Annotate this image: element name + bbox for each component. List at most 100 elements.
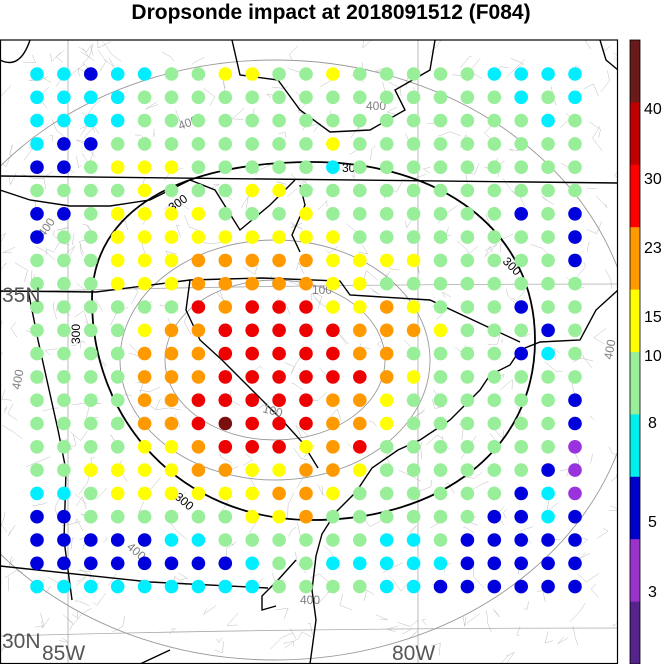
contour-label-300: 300 [69,324,83,344]
impact-dot-cyan [245,579,259,594]
impact-dot-lightgreen [379,440,394,454]
impact-dot-lightgreen [110,370,125,384]
impact-dot-yellow [353,300,367,314]
impact-dot-yellow [245,486,259,501]
impact-dot-orange [191,323,206,338]
county-line [104,57,115,68]
impact-dot-blue [568,533,582,547]
impact-dot-cyan [406,533,421,547]
impact-dot-lightgreen [137,300,152,314]
impact-dot-lightgreen [541,90,555,105]
impact-dot-yellow [218,230,233,244]
impact-dot-orange [272,486,286,501]
impact-dot-orange [137,416,152,431]
county-line [155,407,181,411]
impact-dot-orange [164,416,179,431]
impact-dot-lightgreen [30,323,44,338]
impact-dot-orange [218,300,233,314]
county-line [0,232,7,245]
impact-dot-lightgreen [487,113,502,128]
impact-dot-lightgreen [379,207,394,221]
county-line [243,263,259,275]
impact-dot-lightgreen [353,113,367,128]
impact-dot-lightgreen [406,90,421,105]
impact-dot-blue [84,67,98,81]
county-line [75,518,84,532]
county-line [284,628,297,649]
impact-dot-lightgreen [272,579,286,594]
impact-dot-orange [299,509,313,524]
county-line [269,632,294,650]
impact-dot-lightgreen [84,370,98,384]
county-line [614,170,618,178]
county-line [75,139,87,146]
impact-dot-lightgreen [460,440,475,454]
impact-dot-red [218,323,233,338]
impact-dot-yellow [164,440,179,454]
impact-dot-blue [191,556,206,571]
county-line [541,195,555,206]
county-line [441,291,451,298]
county-line [34,246,56,261]
impact-dot-lightgreen [84,183,98,198]
county-boundaries [0,40,618,664]
impact-dot-lightgreen [218,207,233,221]
impact-dot-orange [379,346,394,361]
impact-dot-lightgreen [137,509,152,524]
county-line [444,482,455,494]
impact-dot-lightgreen [460,486,475,501]
county-line [582,355,593,369]
county-line [212,184,220,188]
county-line [290,222,303,228]
county-line [7,403,18,421]
county-line [593,328,607,345]
county-line [283,640,294,647]
impact-dot-yellow [191,230,206,244]
county-line [74,600,90,606]
impact-dot-lightgreen [164,509,179,524]
county-line [80,51,94,62]
county-line [72,233,75,245]
county-line [203,605,217,615]
impact-dot-lightgreen [353,579,367,594]
impact-dot-lightgreen [326,183,340,198]
county-line [75,496,87,510]
impact-dot-red [218,370,233,384]
impact-dot-red [218,393,233,408]
impact-dot-lightgreen [84,509,98,524]
county-line [472,481,489,490]
impact-dot-blue [514,346,528,361]
impact-dot-yellow [272,463,286,477]
county-line [2,425,23,439]
impact-dot-orange [218,463,233,477]
county-line [386,106,397,115]
impact-dot-red [191,393,206,408]
impact-dot-lightgreen [353,160,367,174]
county-line [557,636,569,645]
impact-dot-lightgreen [379,486,394,501]
county-line [164,40,167,42]
county-line [32,502,48,507]
impact-dot-orange [137,346,152,361]
impact-dot-yellow [164,463,179,477]
impact-dot-red [326,346,340,361]
impact-dot-blue [137,556,152,571]
impact-dot-cyan [57,113,71,128]
county-line [23,54,37,63]
impact-dot-red [245,416,259,431]
impact-dot-lightgreen [487,370,502,384]
impact-dot-lightgreen [299,67,313,81]
colorbar-segment [630,289,640,353]
impact-dot-lightgreen [245,533,259,547]
impact-dot-orange [379,370,394,384]
impact-dot-blue [30,509,44,524]
impact-dot-lightgreen [514,137,528,151]
county-line [76,156,82,169]
impact-dot-cyan [406,579,421,594]
impact-dot-orange [164,323,179,338]
impact-dot-lightgreen [514,323,528,338]
impact-dot-blue [110,556,125,571]
impact-dot-lightgreen [541,253,555,268]
impact-dot-orange [191,276,206,291]
county-line [107,573,117,586]
